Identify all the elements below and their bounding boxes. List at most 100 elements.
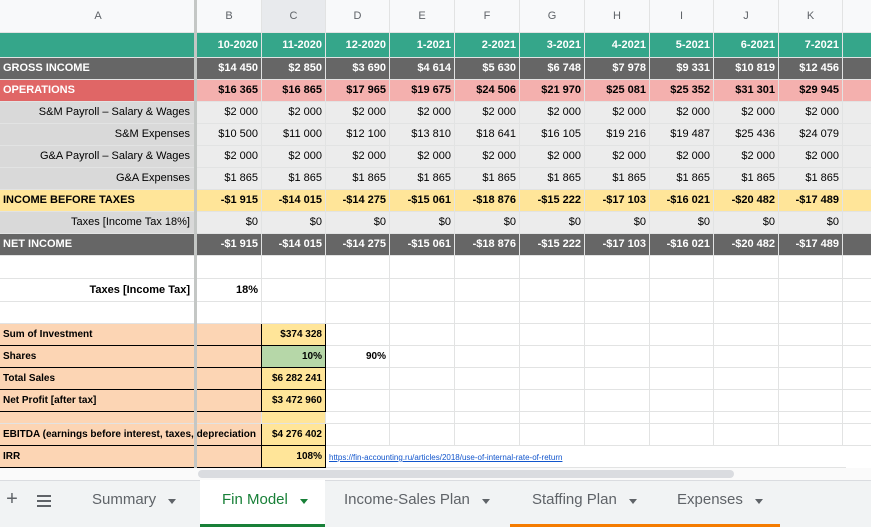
empty-cell (843, 390, 871, 412)
value-cell: -$15 061 (390, 190, 455, 212)
sheet-tab[interactable]: Summary (70, 480, 190, 527)
value-cell: $0 (650, 212, 714, 234)
value-cell: $1 865 (585, 168, 650, 190)
empty-cell (326, 279, 390, 302)
empty-cell (455, 346, 520, 368)
value-cell: $1 865 (455, 168, 520, 190)
empty-cell (520, 256, 585, 279)
summary-spacer (197, 324, 262, 346)
summary-value: $3 472 960 (262, 390, 326, 412)
value-cell: $1 865 (650, 168, 714, 190)
tab-menu-arrow[interactable] (482, 499, 490, 504)
add-sheet-button[interactable]: + (6, 488, 18, 510)
value-cell: -$18 876 (455, 234, 520, 256)
tab-label[interactable]: Summary (92, 491, 157, 508)
value-cell: $2 000 (520, 102, 585, 124)
value-cell: $12 456 (779, 58, 843, 80)
empty-cell (843, 346, 871, 368)
value-cell (843, 234, 871, 256)
period-cell: 1-2021 (390, 33, 455, 58)
empty-cell (197, 256, 262, 279)
empty-cell (650, 412, 714, 424)
row-label: GROSS INCOME (0, 58, 197, 80)
empty-cell (585, 412, 650, 424)
tab-menu-arrow[interactable] (168, 499, 176, 504)
sheet-tab[interactable]: Staffing Plan (510, 480, 655, 527)
tab-menu-arrow[interactable] (755, 499, 763, 504)
value-cell: $2 000 (650, 102, 714, 124)
value-cell: $2 000 (585, 102, 650, 124)
empty-cell (714, 346, 779, 368)
sheet-tab[interactable]: Income-Sales Plan (322, 480, 507, 527)
period-cell (843, 33, 871, 58)
value-cell: $5 630 (455, 58, 520, 80)
row-label: INCOME BEFORE TAXES (0, 190, 197, 212)
column-header: I (650, 0, 714, 33)
empty-cell (714, 424, 779, 446)
empty-cell (455, 368, 520, 390)
empty-cell (520, 390, 585, 412)
sheet-tab[interactable]: Fin Model (200, 480, 325, 527)
tab-label[interactable]: Fin Model (222, 491, 288, 508)
tab-label[interactable]: Income-Sales Plan (344, 491, 470, 508)
value-cell: $0 (585, 212, 650, 234)
sheet-tab[interactable]: Expenses (655, 480, 780, 527)
tab-label[interactable]: Expenses (677, 491, 743, 508)
empty-cell (262, 279, 326, 302)
value-cell: $0 (262, 212, 326, 234)
value-cell: $2 000 (520, 146, 585, 168)
summary-spacer (197, 446, 262, 468)
empty-cell (843, 324, 871, 346)
summary-value: $374 328 (262, 324, 326, 346)
empty-cell (390, 302, 455, 324)
summary-value: 108% (262, 446, 326, 468)
period-cell: 10-2020 (197, 33, 262, 58)
value-cell: $2 000 (779, 102, 843, 124)
value-cell: $16 105 (520, 124, 585, 146)
empty-cell (455, 424, 520, 446)
period-cell: 7-2021 (779, 33, 843, 58)
empty-cell (650, 346, 714, 368)
value-cell: $1 865 (326, 168, 390, 190)
value-cell: $2 000 (390, 146, 455, 168)
value-cell: $13 810 (390, 124, 455, 146)
value-cell: $25 081 (585, 80, 650, 102)
row-label: S&M Payroll – Salary & Wages (0, 102, 197, 124)
column-header: C (262, 0, 326, 33)
freeze-line (194, 0, 197, 468)
value-cell: -$1 915 (197, 190, 262, 212)
period-cell: 6-2021 (714, 33, 779, 58)
period-cell: 2-2021 (455, 33, 520, 58)
value-cell: $16 865 (262, 80, 326, 102)
value-cell: $2 000 (197, 102, 262, 124)
value-cell (843, 58, 871, 80)
value-cell: $0 (520, 212, 585, 234)
tab-label[interactable]: Staffing Plan (532, 491, 617, 508)
value-cell: -$16 021 (650, 234, 714, 256)
value-cell: $2 000 (455, 102, 520, 124)
empty-cell (326, 412, 390, 424)
value-cell: $2 000 (779, 146, 843, 168)
tab-bar (0, 480, 871, 527)
empty-cell (0, 302, 197, 324)
row-label: S&M Expenses (0, 124, 197, 146)
column-header: A (0, 0, 197, 33)
value-cell: $19 216 (585, 124, 650, 146)
value-cell: -$17 489 (779, 190, 843, 212)
tab-menu-arrow[interactable] (629, 499, 637, 504)
empty-cell (326, 324, 390, 346)
summary-extra: 90% (326, 346, 390, 368)
summary-spacer (197, 346, 262, 368)
empty-cell (650, 302, 714, 324)
link-cell[interactable]: https://fin-accounting.ru/articles/2018/… (326, 446, 846, 468)
summary-spacer (197, 390, 262, 412)
value-cell (843, 146, 871, 168)
empty-cell (585, 346, 650, 368)
value-cell: $16 365 (197, 80, 262, 102)
scrollbar-thumb[interactable] (198, 470, 734, 478)
value-cell: -$15 222 (520, 234, 585, 256)
all-sheets-button[interactable] (37, 495, 51, 507)
empty-cell (390, 368, 455, 390)
tab-menu-arrow[interactable] (300, 499, 308, 504)
summary-label: Shares (0, 346, 197, 368)
